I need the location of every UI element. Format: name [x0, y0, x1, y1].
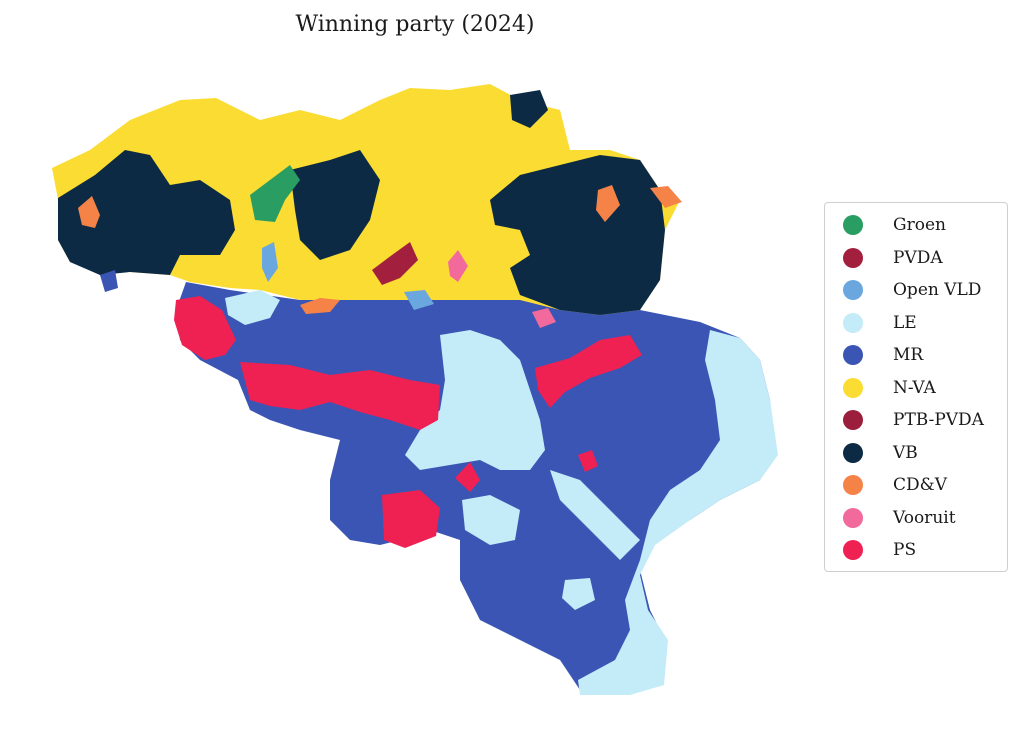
- region-vb-central: [290, 150, 380, 260]
- region-cdv-south: [300, 298, 340, 314]
- region-mr-west-enclave: [100, 270, 118, 292]
- region-openvld: [262, 242, 278, 282]
- legend-swatch: [843, 540, 863, 561]
- legend-swatch: [843, 507, 863, 528]
- legend-label: Vooruit: [893, 507, 956, 528]
- legend-item: VB: [843, 437, 999, 470]
- legend-swatch: [843, 312, 863, 333]
- legend-label: LE: [893, 312, 917, 333]
- legend-swatch: [843, 410, 863, 431]
- region-ps-liege: [535, 335, 642, 408]
- legend-label: CD&V: [893, 475, 948, 496]
- region-le-central: [405, 330, 545, 470]
- legend-label: N-VA: [893, 377, 936, 398]
- legend-swatch: [843, 280, 863, 301]
- region-vb-north: [510, 90, 548, 128]
- region-ps-hainaut-west: [174, 296, 236, 360]
- region-vb-west: [58, 150, 235, 275]
- legend-item: N-VA: [843, 372, 999, 405]
- legend-item: PTB-PVDA: [843, 404, 999, 437]
- region-ps-namur: [455, 462, 480, 492]
- legend-item: Groen: [843, 209, 999, 242]
- legend-label: MR: [893, 345, 924, 366]
- region-vooruit-south: [532, 308, 556, 328]
- region-groen: [250, 165, 300, 222]
- region-cdv-west: [78, 196, 100, 228]
- region-le-ardennes: [562, 578, 595, 610]
- legend-item: Open VLD: [843, 274, 999, 307]
- legend-swatch: [843, 345, 863, 366]
- region-cdv-limburg: [596, 185, 620, 222]
- region-ps-hainaut-central: [240, 362, 440, 430]
- legend-swatch: [843, 247, 863, 268]
- legend-item: PVDA: [843, 242, 999, 275]
- map-title: Winning party (2024): [295, 12, 535, 37]
- legend-item: MR: [843, 339, 999, 372]
- region-le-gaume: [462, 495, 520, 545]
- legend-label: VB: [893, 442, 918, 463]
- region-openvld-brabant: [404, 290, 434, 310]
- region-le-west: [225, 290, 280, 325]
- legend-label: Open VLD: [893, 280, 982, 301]
- legend-item: Vooruit: [843, 502, 999, 535]
- region-vb-limburg: [490, 155, 665, 315]
- region-ps-marche: [578, 450, 598, 472]
- legend-label: PS: [893, 540, 917, 561]
- legend-item: PS: [843, 534, 999, 567]
- region-le-east: [578, 330, 778, 695]
- belgium-map: [52, 84, 778, 695]
- region-pvda-brussels: [372, 242, 418, 285]
- region-le-south: [550, 470, 640, 560]
- legend-swatch: [843, 215, 863, 236]
- legend-swatch: [843, 442, 863, 463]
- region-cdv-northeast: [650, 186, 682, 208]
- legend-item: CD&V: [843, 469, 999, 502]
- legend-label: PVDA: [893, 247, 943, 268]
- legend-label: Groen: [893, 215, 946, 236]
- region-ps-charleroi-south: [382, 490, 440, 548]
- region-vooruit: [448, 250, 468, 282]
- legend-label: PTB-PVDA: [893, 410, 984, 431]
- legend: Groen PVDA Open VLD LE MR N-VA PTB-PVDA …: [824, 202, 1008, 572]
- legend-swatch: [843, 475, 863, 496]
- legend-swatch: [843, 377, 863, 398]
- legend-item: LE: [843, 307, 999, 340]
